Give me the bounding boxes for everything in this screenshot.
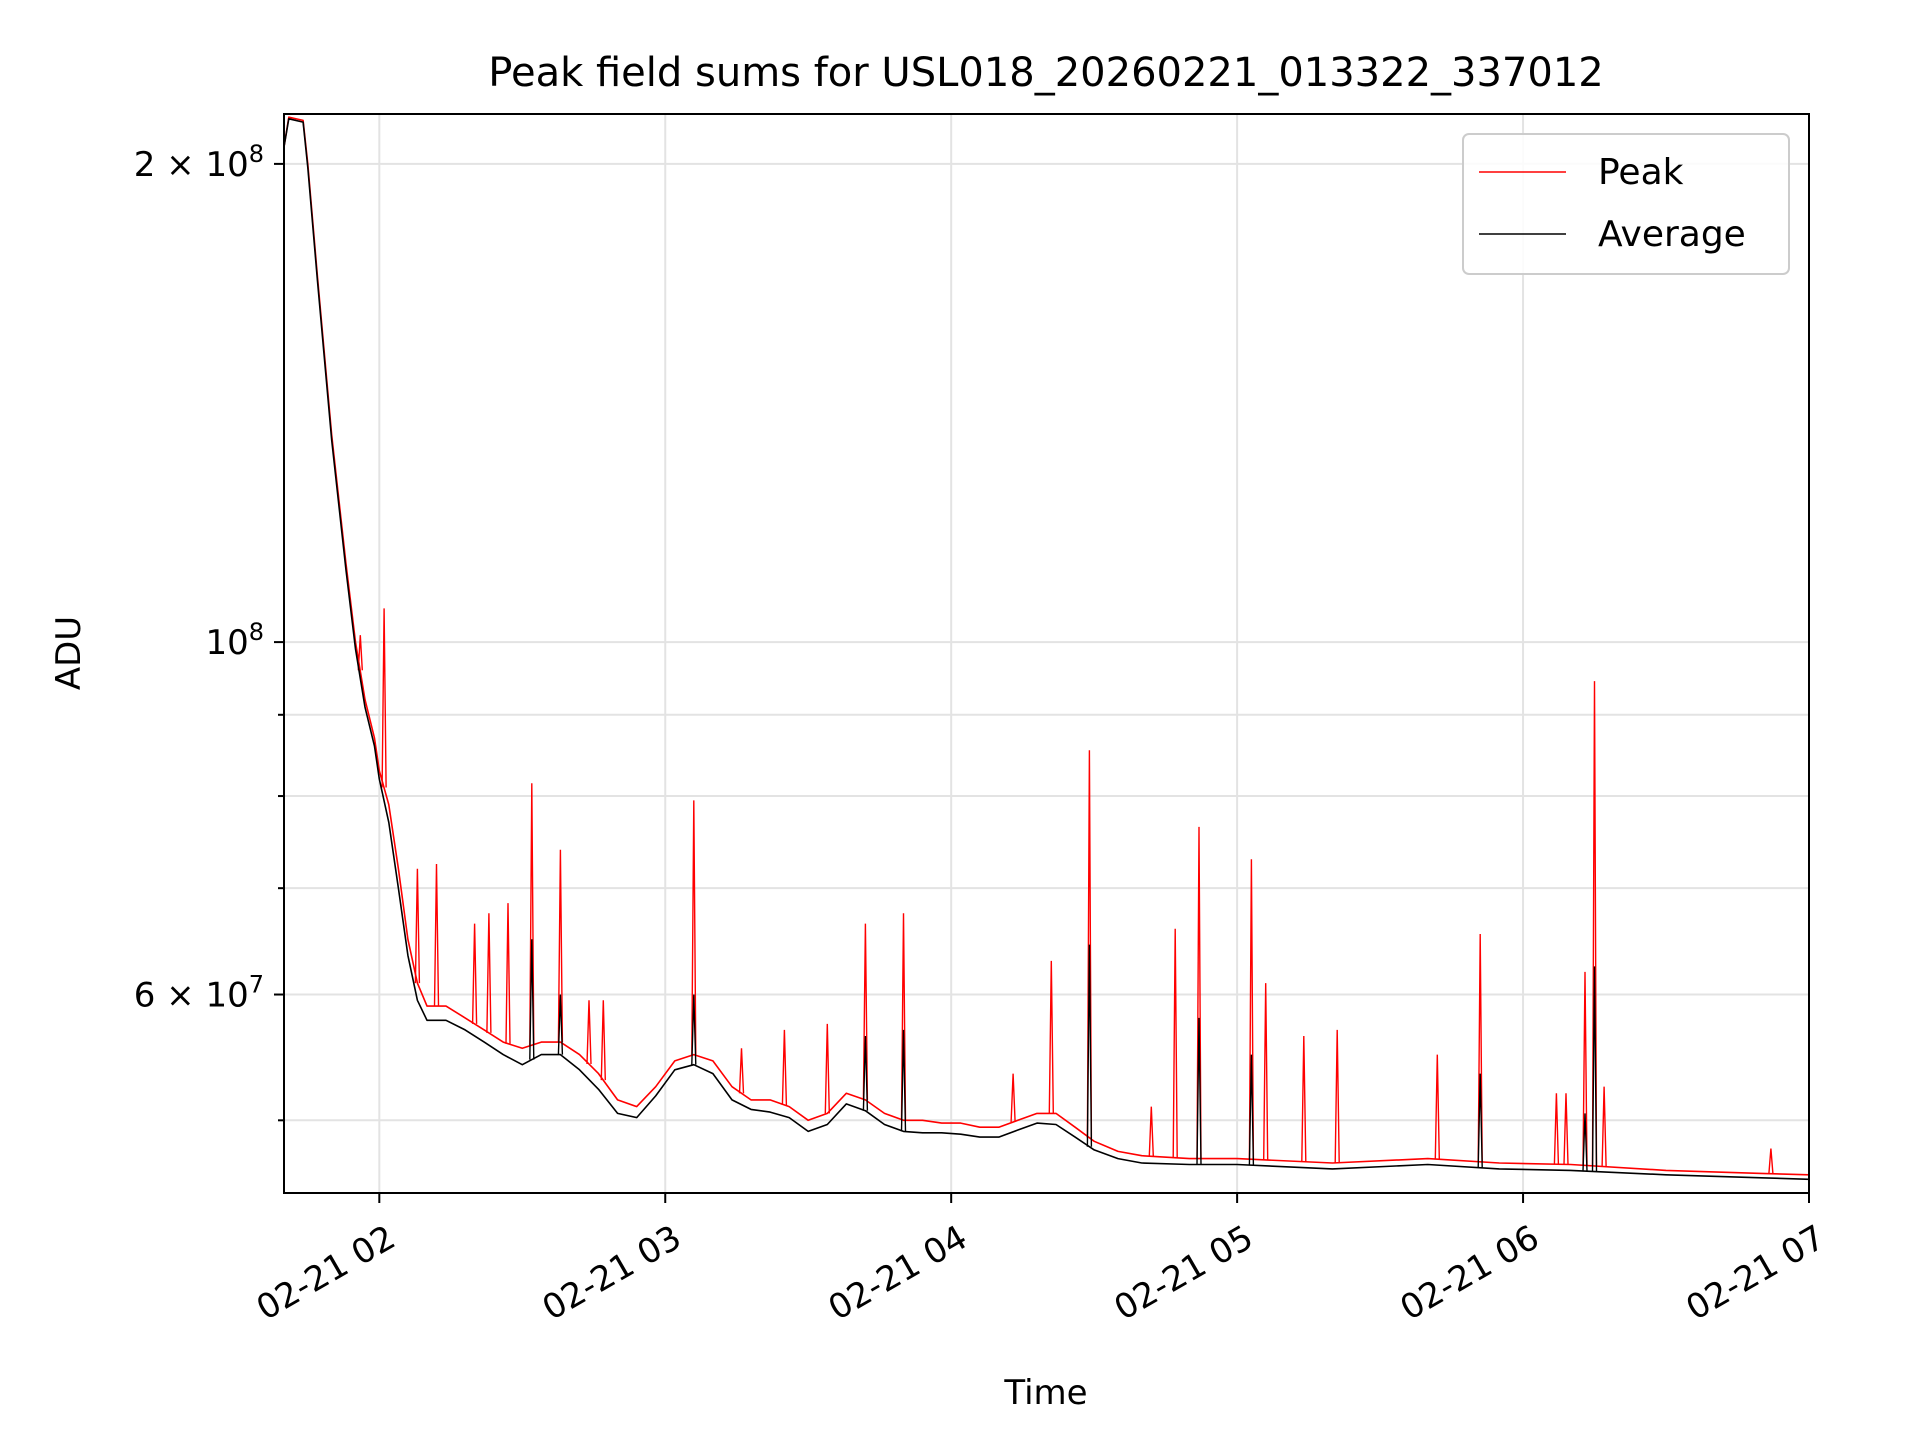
- legend-box: [1462, 133, 1790, 275]
- plot-frame: [283, 113, 1810, 1194]
- y-tick-label: 2 × 108: [134, 140, 264, 185]
- spike-peak: [505, 903, 511, 1044]
- spike-peak: [1563, 1093, 1569, 1165]
- x-axis-label: Time: [1003, 1373, 1087, 1413]
- chart-title: Peak field sums for USL018_20260221_0133…: [488, 50, 1603, 96]
- y-tick-label: 108: [205, 618, 264, 663]
- spike-peak: [1601, 1086, 1607, 1167]
- spike-average: [1086, 944, 1093, 1147]
- spike-peak: [486, 913, 492, 1033]
- spike-peak: [900, 913, 907, 1121]
- spike-peak: [1086, 750, 1093, 1138]
- spike-peak: [529, 783, 535, 1046]
- spike-peak: [738, 1048, 745, 1094]
- spike-peak: [433, 863, 440, 1007]
- series-lines: [284, 116, 1809, 1181]
- spike-average: [862, 1035, 869, 1111]
- spike-peak: [586, 1000, 592, 1065]
- spike-peak: [1010, 1073, 1016, 1123]
- spike-peak: [1248, 859, 1255, 1160]
- spike-average: [1477, 1073, 1483, 1168]
- spike-peak: [1591, 681, 1598, 1166]
- spike-average: [900, 1029, 907, 1132]
- grid: [284, 114, 1810, 1193]
- spike-average: [691, 994, 697, 1065]
- legend: Peak Average: [1462, 133, 1790, 275]
- spike-average: [1591, 966, 1598, 1172]
- spike-peak: [471, 923, 478, 1024]
- y-axis-label: ADU: [49, 616, 89, 690]
- spike-peak: [1477, 933, 1483, 1162]
- spike-peak: [1301, 1035, 1307, 1162]
- spike-peak: [1148, 1106, 1154, 1157]
- spike-peak: [691, 800, 697, 1055]
- legend-label-average: Average: [1598, 214, 1746, 255]
- spike-peak: [414, 868, 421, 984]
- spike-peak: [381, 608, 387, 788]
- spike-peak: [1048, 960, 1054, 1114]
- series-line-peak: [284, 116, 1809, 1176]
- spike-peak: [1553, 1093, 1560, 1165]
- spike-peak: [862, 923, 869, 1100]
- spike-average: [1582, 1113, 1588, 1172]
- spike-peak: [1196, 826, 1202, 1159]
- spike-average: [1248, 1054, 1255, 1166]
- spike-average: [529, 939, 535, 1060]
- spike-peak: [357, 635, 363, 671]
- spike-peak: [557, 849, 564, 1043]
- spike-peak: [824, 1023, 830, 1114]
- spike-peak: [1582, 971, 1588, 1166]
- spike-average: [557, 994, 564, 1055]
- spike-peak: [1768, 1148, 1774, 1174]
- spike-average: [1196, 1017, 1202, 1165]
- y-tick-label: 6 × 107: [134, 971, 264, 1016]
- spike-peak: [1172, 928, 1178, 1158]
- spike-peak: [1434, 1054, 1440, 1160]
- series-line-average: [284, 118, 1809, 1181]
- legend-label-peak: Peak: [1598, 152, 1684, 193]
- spike-peak: [781, 1029, 788, 1106]
- spike-peak: [600, 1000, 606, 1081]
- spike-peak: [1334, 1029, 1340, 1163]
- spike-peak: [1262, 983, 1269, 1160]
